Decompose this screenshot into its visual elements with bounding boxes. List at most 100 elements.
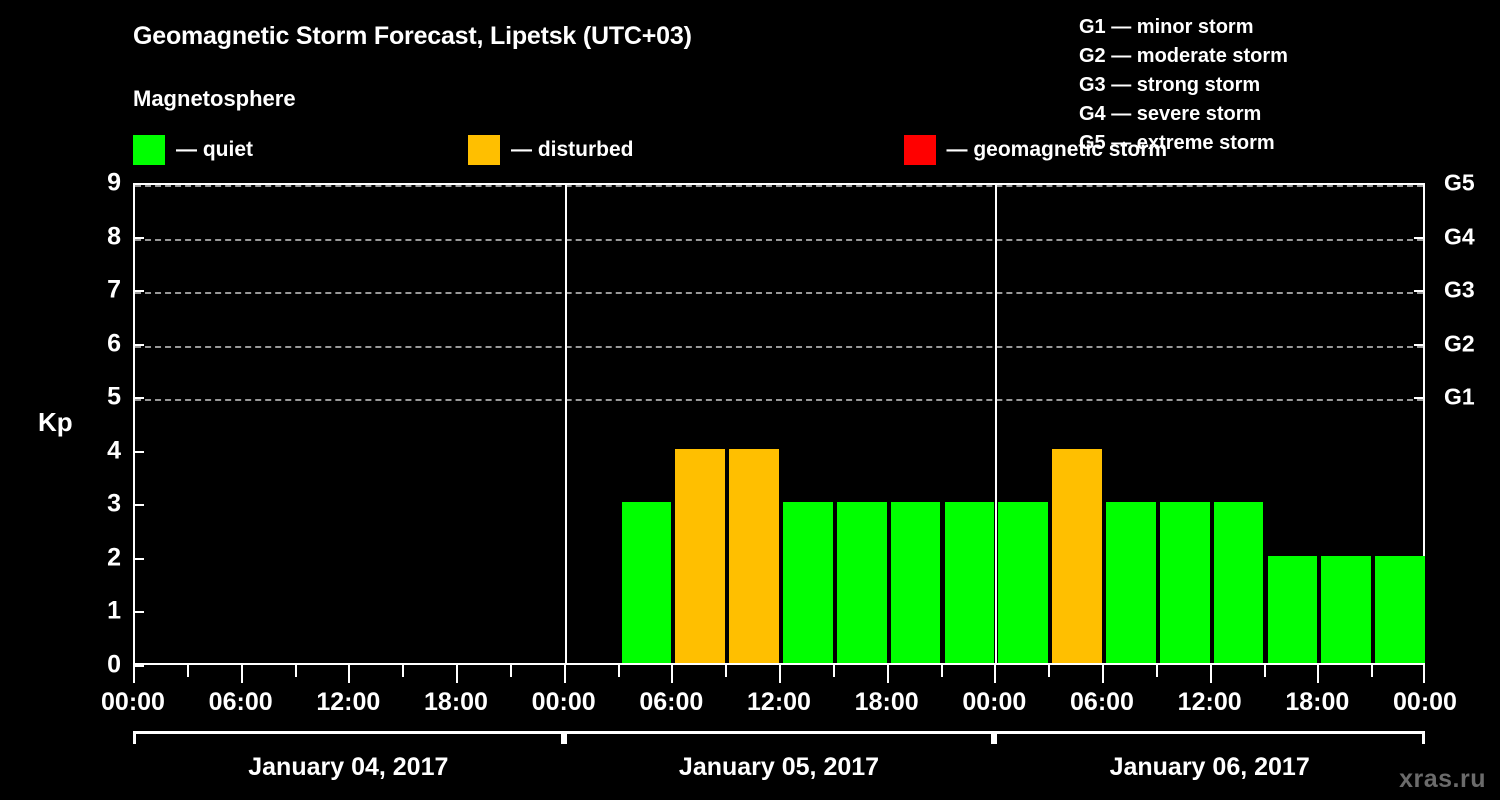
storm-swatch: [903, 135, 936, 165]
kp-bar: [890, 502, 941, 663]
g-tick-mark-G4: [1414, 236, 1425, 239]
x-tick-0: [133, 665, 135, 683]
kp-bar: [944, 502, 995, 663]
gridline-kp-6: [135, 345, 1423, 348]
x-tick-label-8: 00:00: [962, 688, 1027, 716]
x-tick-13: [832, 665, 835, 677]
g-tick-mark-G1: [1414, 397, 1425, 400]
y-tick-mark-6: [133, 343, 144, 346]
kp-bar: [783, 502, 833, 663]
plot-area: [133, 183, 1425, 665]
magnetosphere-legend: — quiet — disturbed — geomagnetic storm: [133, 134, 1167, 166]
page-title: Geomagnetic Storm Forecast, Lipetsk (UTC…: [133, 22, 692, 50]
g-tick-label-G2: G2: [1444, 330, 1475, 357]
x-tick-21: [1263, 665, 1266, 677]
gscale-legend-line-5: G5 — extreme storm: [1079, 132, 1275, 154]
day-separator-2: [995, 185, 998, 663]
y-tick-label-6: 6: [107, 329, 121, 358]
kp-bar: [1052, 448, 1102, 663]
x-tick-label-11: 18:00: [1285, 688, 1350, 716]
y-tick-mark-4: [133, 450, 144, 453]
date-label-1: January 04, 2017: [248, 753, 449, 781]
x-tick-10: [671, 665, 674, 683]
y-tick-label-8: 8: [107, 222, 121, 251]
kp-bar: [1375, 555, 1425, 663]
y-tick-label-1: 1: [107, 596, 121, 625]
y-tick-mark-0: [133, 665, 144, 667]
gscale-legend: G1 — minor storm G2 — moderate storm G3 — …: [1079, 13, 1288, 158]
kp-bar: [998, 502, 1049, 663]
legend-item-0: — quiet: [133, 134, 253, 166]
x-tick-15: [940, 665, 943, 677]
y-tick-mark-2: [133, 557, 144, 560]
x-tick-24: [1423, 665, 1425, 683]
gscale-legend-line-2: G2 — moderate storm: [1079, 45, 1288, 67]
x-tick-11: [725, 665, 728, 677]
y-tick-label-4: 4: [107, 436, 121, 465]
x-tick-1: [186, 665, 189, 677]
g-tick-mark-G3: [1414, 290, 1425, 293]
g-tick-mark-G5: [1414, 183, 1425, 185]
kp-bar: [1106, 502, 1156, 663]
kp-bar: [1267, 555, 1318, 663]
y-tick-mark-9: [133, 183, 144, 185]
date-bracket-2: [563, 731, 995, 744]
date-label-3: January 06, 2017: [1109, 753, 1310, 781]
x-tick-4: [348, 665, 351, 683]
x-tick-14: [886, 665, 889, 683]
x-tick-label-1: 06:00: [208, 688, 273, 716]
x-tick-label-9: 06:00: [1070, 688, 1134, 716]
date-label-2: January 05, 2017: [678, 753, 880, 781]
quiet-swatch: [133, 135, 165, 165]
x-tick-label-4: 00:00: [531, 688, 596, 716]
y-tick-mark-7: [133, 290, 144, 293]
x-tick-label-0: 00:00: [101, 688, 165, 716]
legend-item-1: — disturbed: [468, 134, 634, 166]
y-tick-mark-3: [133, 504, 144, 507]
y-axis-title: Kp: [38, 407, 73, 437]
kp-bar: [1159, 502, 1210, 663]
gridline-kp-5: [135, 399, 1423, 402]
y-tick-mark-1: [133, 611, 144, 614]
gridline-kp-9: [135, 185, 1423, 187]
plot-inner: [135, 185, 1425, 663]
x-tick-12: [779, 665, 781, 683]
watermark: xras.ru: [1399, 765, 1486, 793]
date-bracket-1: [133, 731, 564, 744]
kp-bar: [1213, 502, 1264, 663]
magnetosphere-heading: Magnetosphere: [133, 86, 296, 111]
gscale-legend-line-1: G1 — minor storm: [1079, 16, 1254, 38]
x-tick-label-2: 12:00: [316, 688, 381, 716]
disturbed-swatch: [468, 135, 500, 165]
legend-label-0: — quiet: [176, 138, 253, 161]
y-tick-label-5: 5: [107, 382, 121, 411]
g-axis-labels: G1 G2 G3 G4 G5: [1444, 170, 1496, 665]
day-separator-1: [564, 185, 567, 663]
legend-item-2: — geomagnetic storm: [903, 134, 1167, 166]
bars-layer: [135, 185, 1425, 663]
x-tick-5: [402, 665, 405, 677]
date-bracket-3: [994, 731, 1425, 744]
x-tick-8: [563, 665, 566, 683]
x-tick-label-6: 12:00: [747, 688, 811, 716]
x-tick-9: [617, 665, 620, 677]
kp-bar: [729, 448, 779, 663]
x-tick-7: [509, 665, 512, 677]
kp-bar: [836, 502, 887, 663]
x-axis-time-labels: 00:00 06:00 12:00 18:00 00:00 06:00 12:00 18:00…: [0, 688, 1500, 722]
g-tick-mark-G2: [1414, 343, 1425, 346]
g-tick-label-G5: G5: [1444, 169, 1475, 196]
y-tick-label-7: 7: [107, 275, 121, 304]
x-tick-label-7: 18:00: [854, 688, 919, 716]
g-tick-label-G3: G3: [1444, 276, 1475, 303]
y-tick-label-3: 3: [107, 489, 121, 518]
x-tick-18: [1102, 665, 1104, 683]
date-axis: January 04, 2017 January 05, 2017 January …: [133, 731, 1425, 793]
y-axis-kp-labels: 0 1 2 3 4 5 6 7 8 9: [75, 169, 121, 679]
y-tick-label-9: 9: [107, 168, 121, 197]
kp-bar: [1321, 555, 1372, 663]
x-axis-ticks: [133, 665, 1425, 683]
x-tick-23: [1371, 665, 1374, 677]
x-tick-17: [1048, 665, 1051, 677]
x-tick-19: [1155, 665, 1158, 677]
